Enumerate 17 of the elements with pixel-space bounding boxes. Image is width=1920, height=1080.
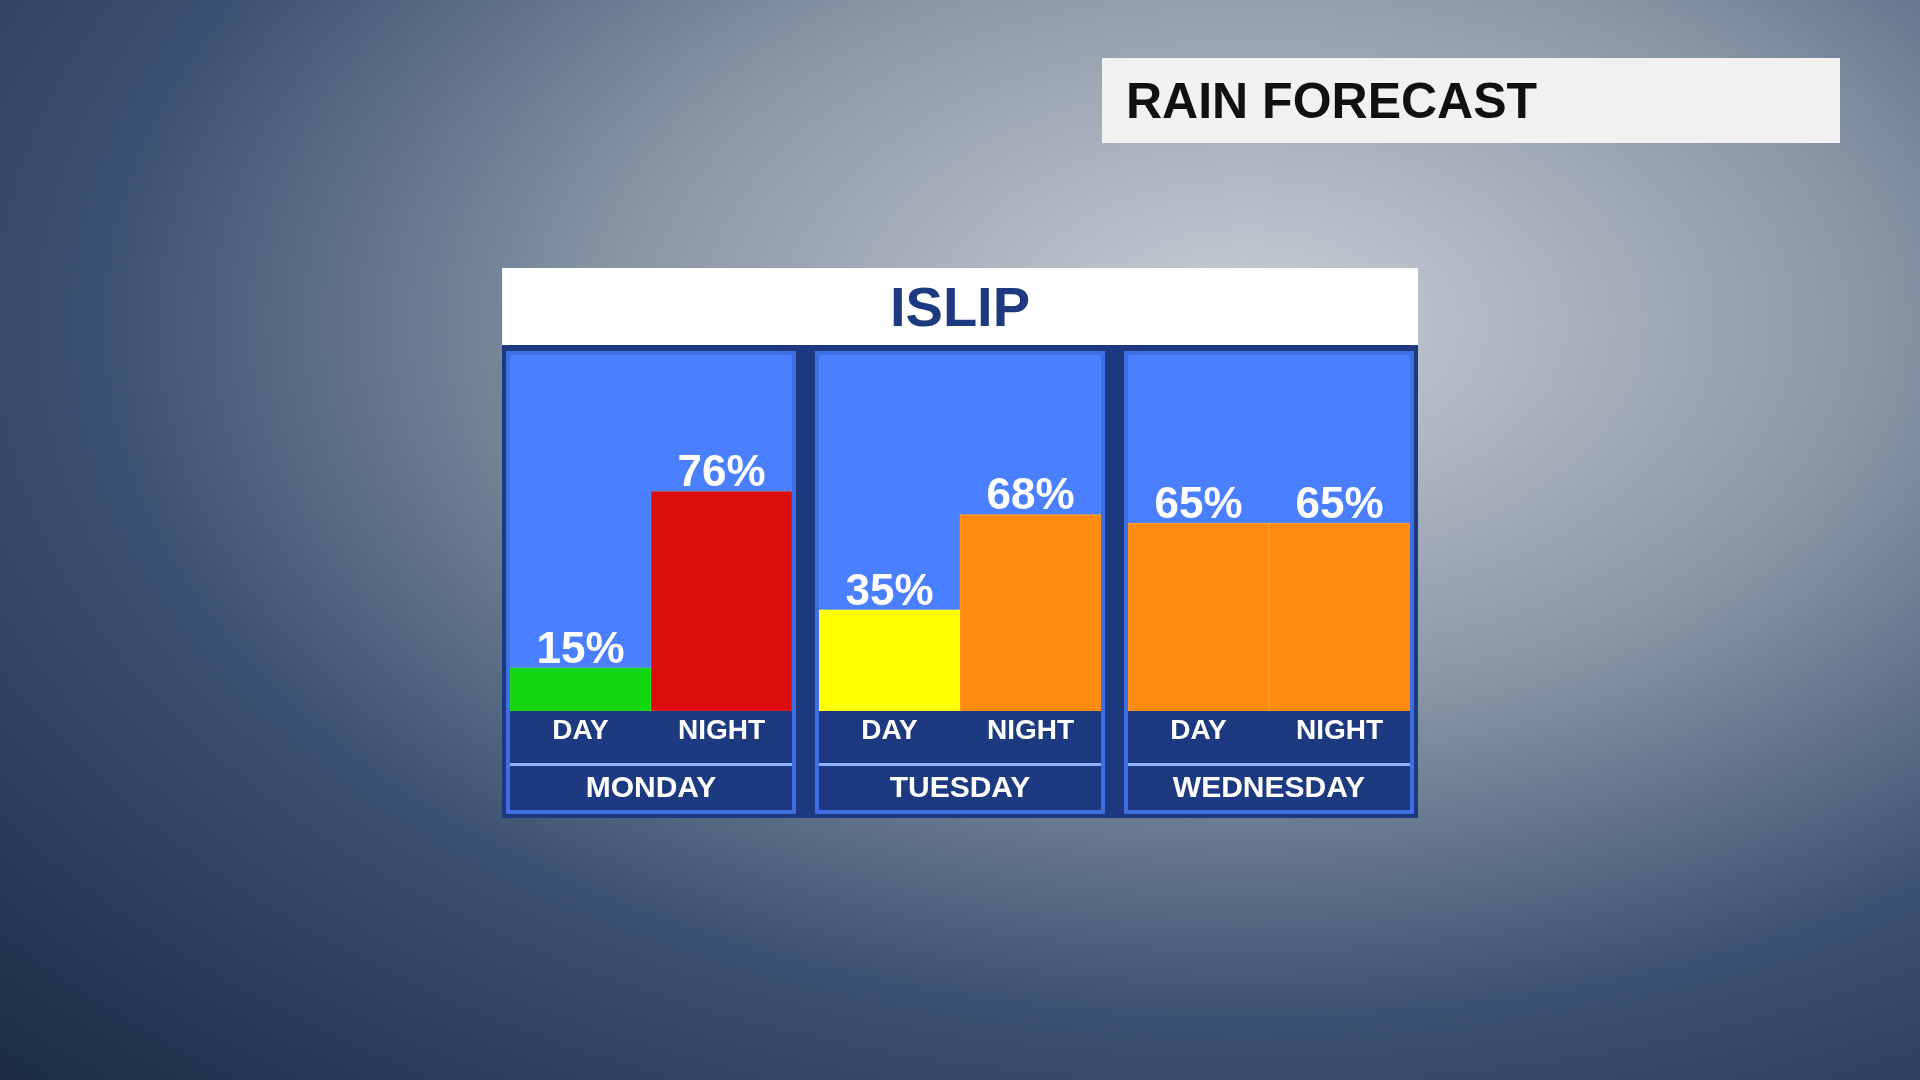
x-tick-label: NIGHT (1295, 713, 1384, 745)
x-tick-label: DAY (861, 713, 919, 745)
data-label: 76% (677, 446, 766, 496)
text: WEDNESDAY (1128, 763, 1410, 810)
text: TUESDAY (819, 763, 1101, 810)
text: MONDAY (510, 763, 792, 810)
x-tick-label: DAY (552, 713, 610, 745)
data-label: 35% (845, 564, 934, 614)
data-label: 65% (1295, 478, 1384, 528)
data-label: 15% (536, 622, 625, 672)
data-label: 68% (986, 469, 1075, 519)
x-tick-label: DAY (1170, 713, 1228, 745)
x-tick-label: NIGHT (986, 713, 1075, 745)
chart-subtitle: ISLIP (889, 274, 1031, 339)
chart-title: RAIN FORECAST (1126, 71, 1538, 130)
data-label: 65% (1154, 478, 1243, 528)
x-tick-label: NIGHT (677, 713, 766, 745)
